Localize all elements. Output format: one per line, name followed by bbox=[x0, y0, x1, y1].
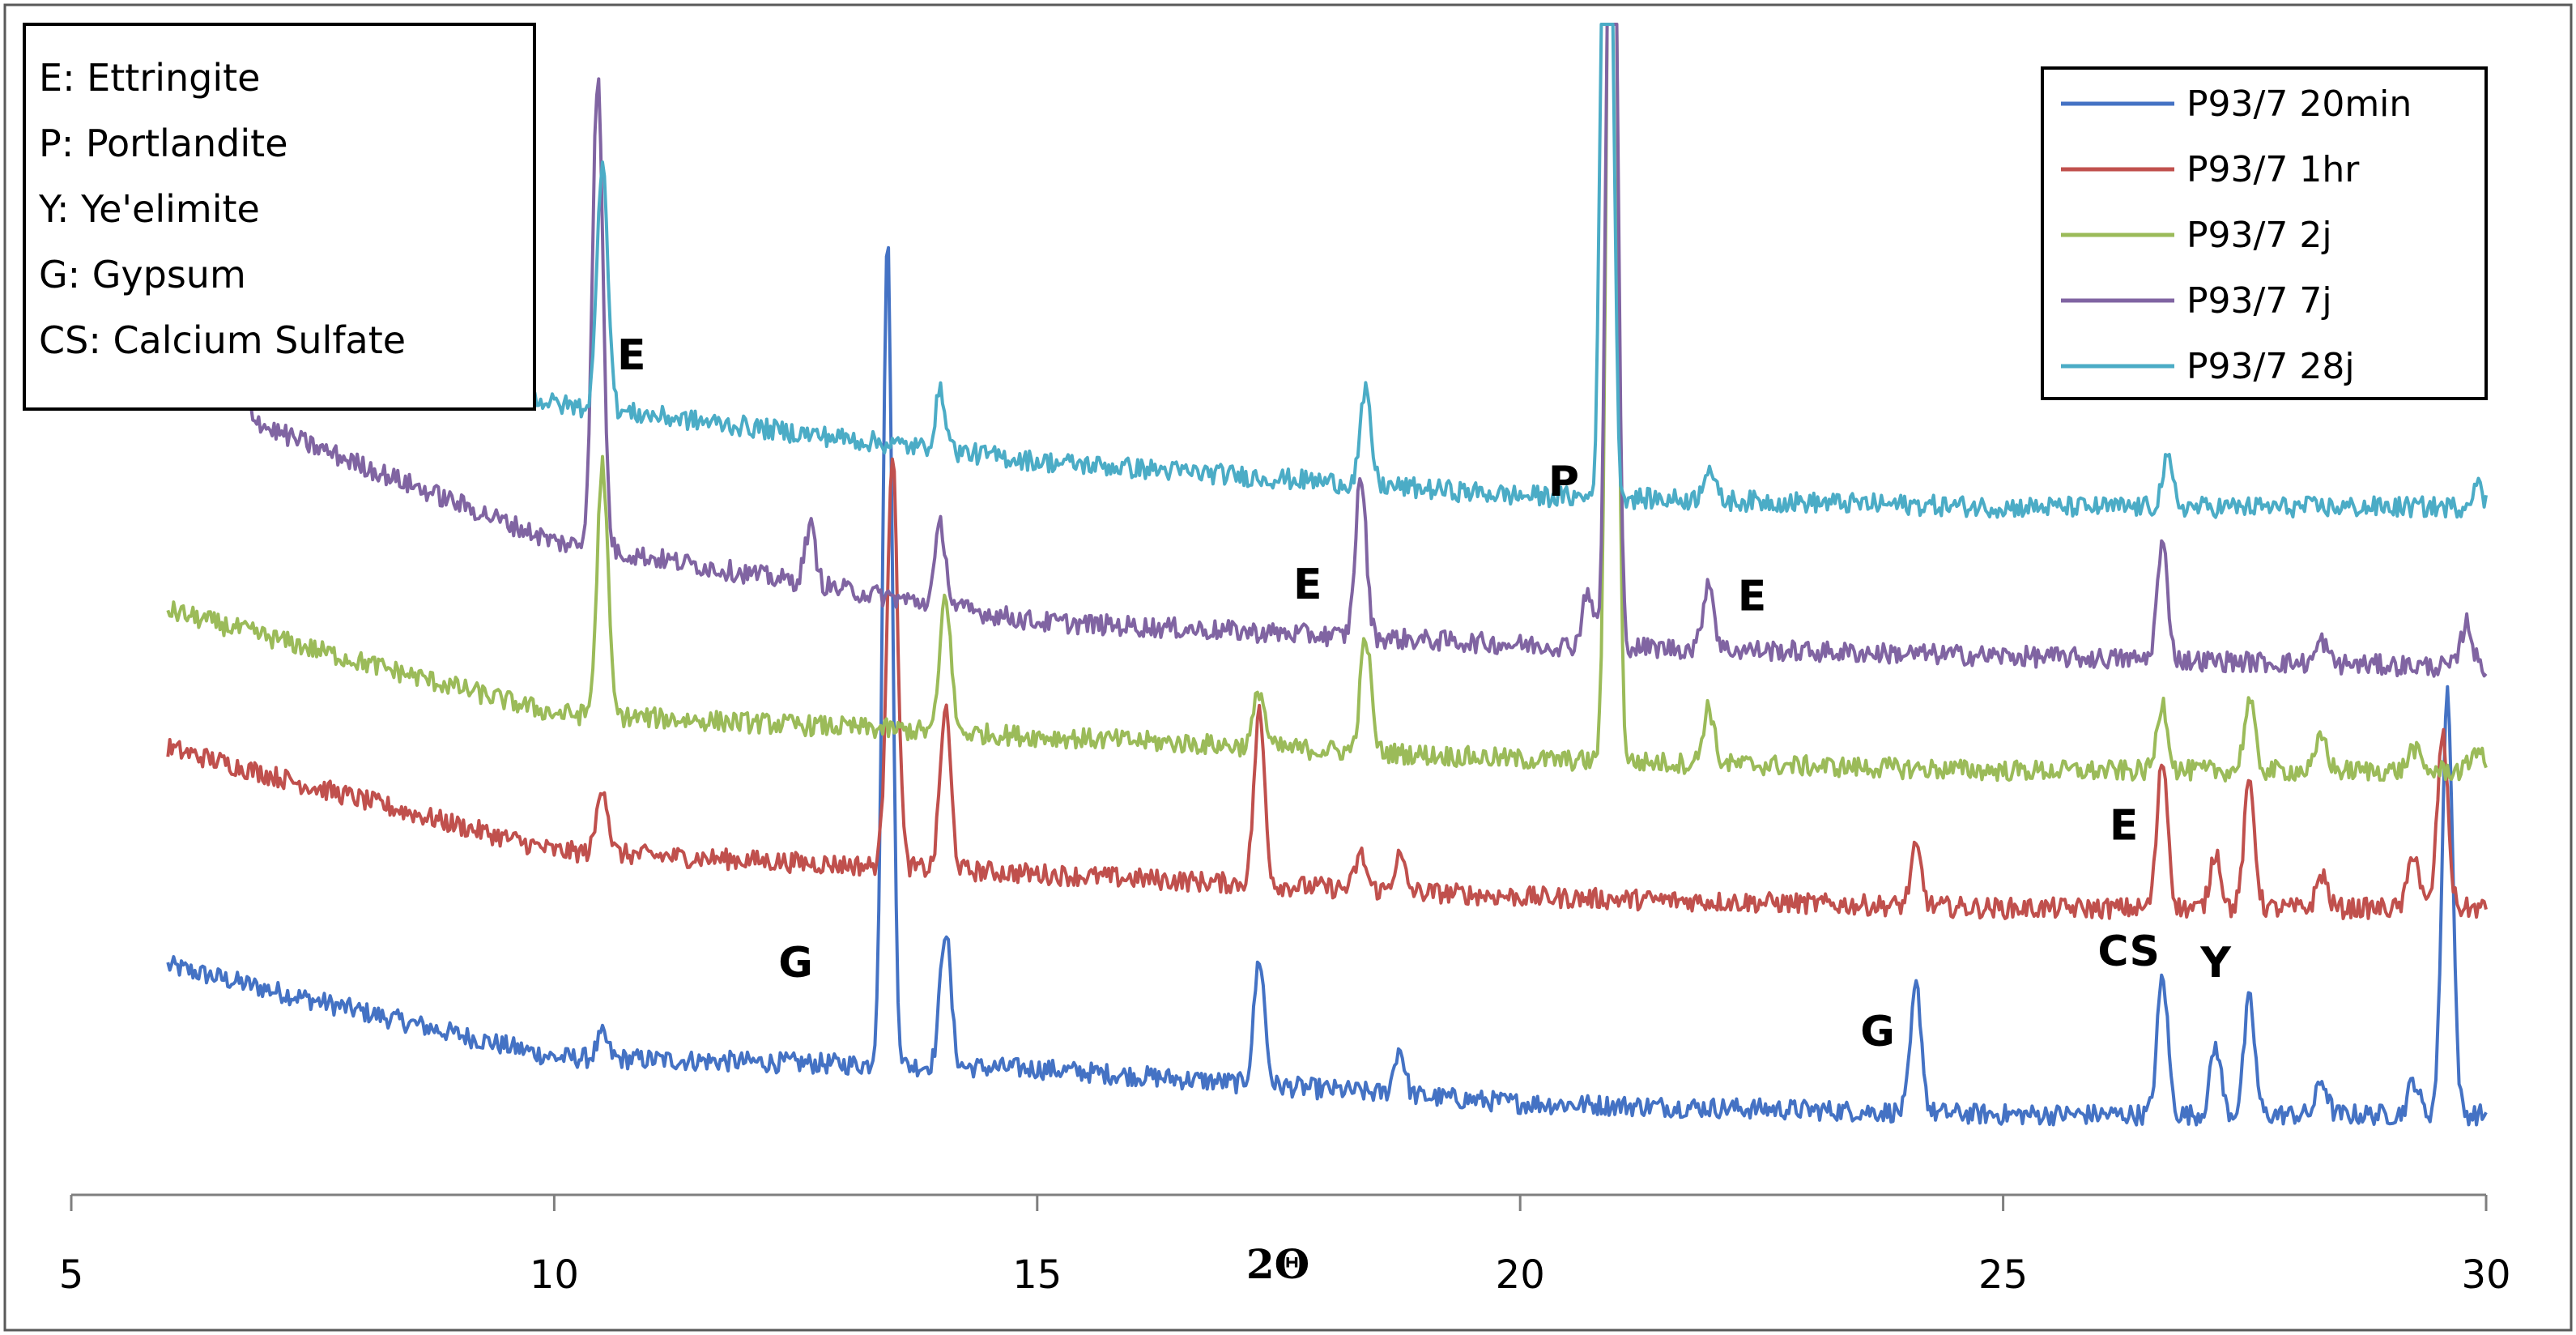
x-tick-label: 30 bbox=[2461, 1252, 2510, 1298]
phase-annotation: G bbox=[1860, 1008, 1895, 1056]
phase-key-line: E: Ettringite bbox=[39, 56, 260, 100]
series-line-1 bbox=[166, 245, 2488, 1127]
phase-annotation: G bbox=[778, 939, 813, 987]
series-line-2 bbox=[166, 457, 2488, 920]
x-tick-label: 15 bbox=[1012, 1252, 1062, 1298]
legend-label: P93/7 1hr bbox=[2186, 149, 2360, 190]
phase-key-line: G: Gypsum bbox=[39, 253, 246, 296]
phase-key-frame bbox=[23, 23, 536, 411]
phase-annotation: Y bbox=[2199, 939, 2232, 987]
series-layer bbox=[166, 23, 2488, 1127]
legend-label: P93/7 2j bbox=[2186, 215, 2332, 256]
x-tick-label: 10 bbox=[530, 1252, 579, 1298]
legend-label: P93/7 20min bbox=[2186, 83, 2412, 125]
x-axis-ticks: 5 10 15 20 25 30 bbox=[59, 1195, 2511, 1298]
series-line-5 bbox=[283, 23, 2488, 519]
phase-annotation: E bbox=[2110, 801, 2139, 850]
legend-label: P93/7 28j bbox=[2186, 346, 2355, 387]
phase-annotation: E bbox=[617, 331, 646, 380]
legend-label: P93/7 7j bbox=[2186, 280, 2332, 322]
x-tick-label: 20 bbox=[1496, 1252, 1545, 1298]
phase-key-lines: E: Ettringite P: Portlandite Y: Ye'elimite… bbox=[38, 56, 406, 362]
phase-annotations: E E P E E G G CS Y bbox=[617, 331, 2232, 1056]
phase-key-box: E: Ettringite P: Portlandite Y: Ye'elimite… bbox=[23, 23, 536, 411]
x-tick-label: 5 bbox=[59, 1252, 84, 1298]
phase-key-line: P: Portlandite bbox=[39, 122, 288, 165]
phase-key-line: CS: Calcium Sulfate bbox=[39, 318, 406, 362]
phase-key-line: Y: Ye'elimite bbox=[38, 187, 260, 231]
legend: P93/7 20min P93/7 1hr P93/7 2j P93/7 7j P93/… bbox=[2041, 66, 2488, 400]
phase-annotation: CS bbox=[2097, 928, 2160, 976]
series-line-4 bbox=[195, 23, 2488, 678]
phase-annotation: P bbox=[1548, 458, 1579, 506]
series-line-3 bbox=[166, 23, 2488, 783]
x-tick-label: 25 bbox=[1978, 1252, 2028, 1298]
x-axis-label: 2Θ bbox=[1246, 1240, 1309, 1288]
phase-annotation: E bbox=[1293, 561, 1322, 609]
phase-annotation: E bbox=[1738, 572, 1767, 621]
legend-items: P93/7 20min P93/7 1hr P93/7 2j P93/7 7j P93/… bbox=[2061, 83, 2412, 387]
